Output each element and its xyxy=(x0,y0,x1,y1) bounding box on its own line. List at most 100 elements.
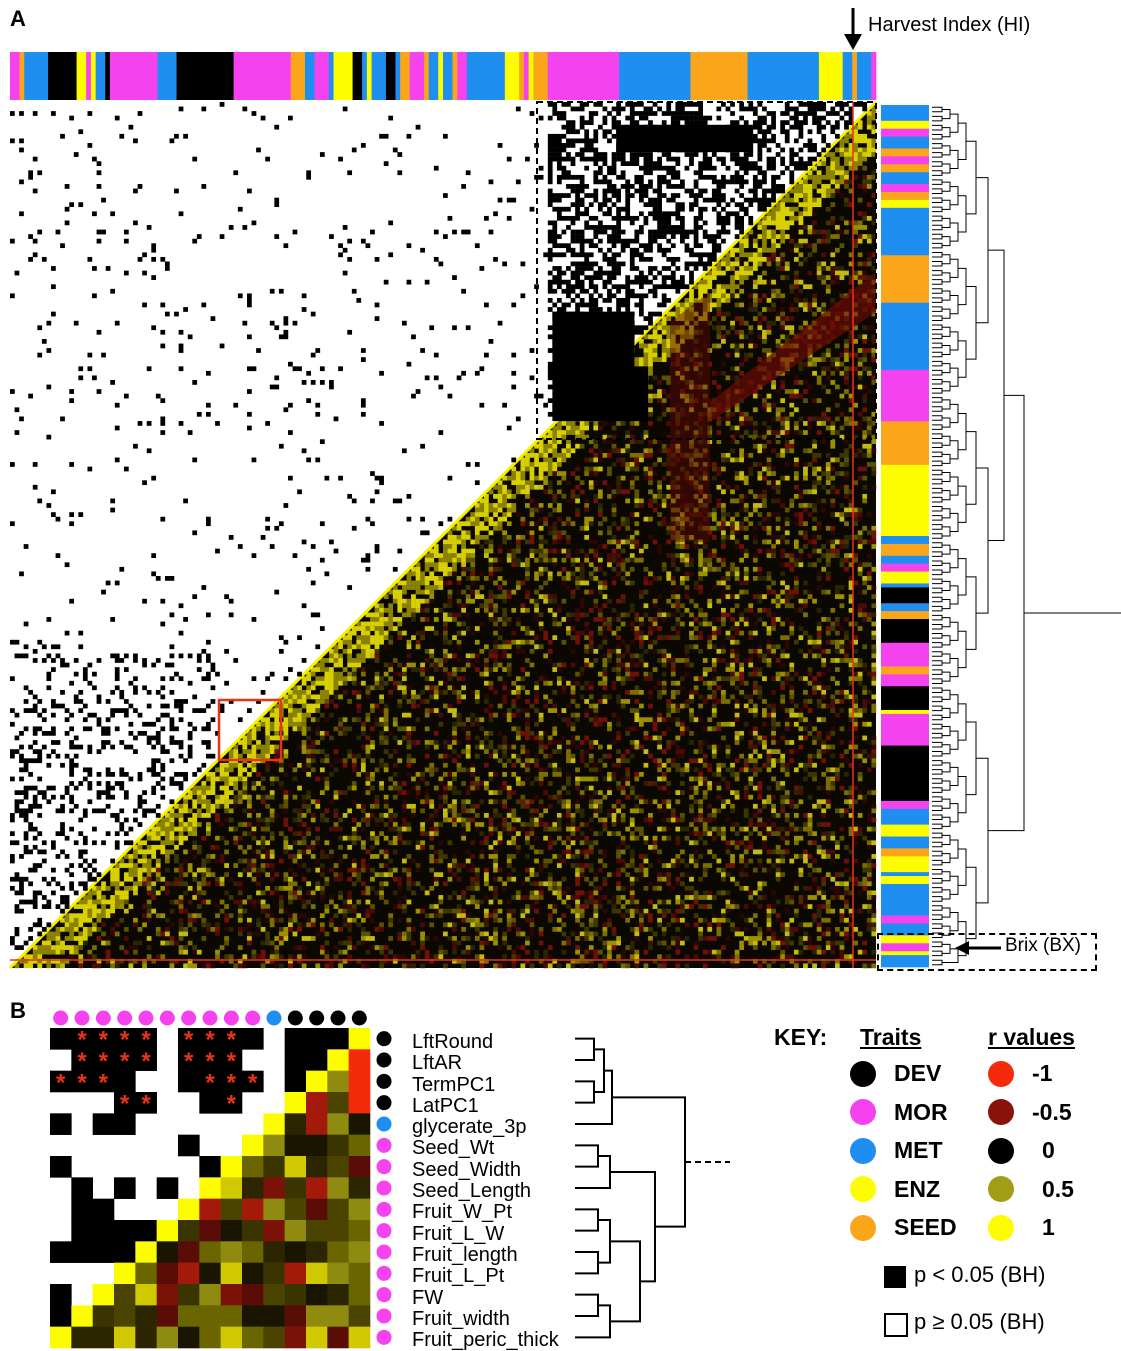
top-bar-segment xyxy=(328,52,334,100)
matrix-cell xyxy=(327,1326,349,1349)
matrix-cell xyxy=(50,1113,72,1135)
matrix-cell xyxy=(306,1156,328,1178)
matrix-cell xyxy=(178,1134,200,1157)
matrix-cell xyxy=(327,1241,349,1263)
matrix-cell xyxy=(242,1156,264,1178)
matrix-cell xyxy=(284,1220,307,1242)
top-bar-segment xyxy=(547,52,620,100)
matrix-cell xyxy=(199,1156,221,1178)
side-bar-segment xyxy=(881,207,929,256)
top-bar-segment xyxy=(385,52,396,100)
column-dot xyxy=(74,1010,90,1026)
top-bar-segment xyxy=(233,52,292,100)
matrix-cell xyxy=(348,1284,371,1306)
matrix-cell xyxy=(284,1326,307,1349)
matrix-cell xyxy=(220,1284,243,1306)
matrix-cell xyxy=(178,1028,200,1050)
side-bar-segment xyxy=(881,255,929,304)
matrix-cell xyxy=(242,1028,264,1050)
side-bar-segment xyxy=(881,848,929,857)
trait-label: LftAR xyxy=(412,1052,463,1075)
matrix-cell xyxy=(50,1326,72,1349)
matrix-cell xyxy=(156,1220,179,1242)
matrix-cell xyxy=(92,1113,115,1135)
matrix-cell xyxy=(220,1305,243,1327)
significance-star: * xyxy=(77,1027,87,1054)
matrix-cell xyxy=(156,1241,179,1263)
matrix-cell xyxy=(135,1092,157,1114)
key-r-row: 0 xyxy=(988,1137,1055,1164)
matrix-cell xyxy=(306,1049,328,1071)
matrix-cell xyxy=(199,1305,221,1327)
matrix-cell xyxy=(327,1092,349,1114)
side-bar-segment xyxy=(881,191,929,201)
matrix-cell xyxy=(284,1134,307,1157)
key-trait-label: SEED xyxy=(894,1214,957,1240)
matrix-cell xyxy=(156,1284,179,1306)
brix-label: Brix (BX) xyxy=(1005,935,1081,956)
matrix-cell xyxy=(114,1326,136,1349)
matrix-cell xyxy=(242,1198,264,1221)
harvest-index-label: Harvest Index (HI) xyxy=(868,14,1031,36)
key-trait-label: DEV xyxy=(894,1060,942,1086)
matrix-cell xyxy=(135,1326,157,1349)
significance-star: * xyxy=(99,1069,109,1096)
significance-star: * xyxy=(120,1091,130,1118)
matrix-cell xyxy=(71,1198,93,1221)
matrix-cell xyxy=(327,1113,349,1135)
column-dot xyxy=(309,1010,325,1026)
trait-label: Fruit_peric_thick xyxy=(412,1329,559,1351)
panel-a-label: A xyxy=(10,6,26,31)
matrix-cell xyxy=(348,1326,371,1349)
side-bar-segment xyxy=(881,951,929,956)
top-bar-segment xyxy=(352,52,363,100)
significance-star: * xyxy=(56,1069,66,1096)
matrix-cell xyxy=(306,1220,328,1242)
key-r-label: 0 xyxy=(1042,1137,1055,1163)
matrix-cell xyxy=(306,1134,328,1157)
column-dot xyxy=(223,1010,239,1026)
matrix-cell xyxy=(92,1326,115,1349)
top-bar-segment xyxy=(457,52,468,100)
sig-filled-swatch xyxy=(884,1266,906,1288)
matrix-cell xyxy=(92,1049,115,1071)
matrix-cell xyxy=(348,1305,371,1327)
matrix-cell xyxy=(114,1177,136,1199)
matrix-cell xyxy=(50,1070,72,1093)
matrix-cell xyxy=(199,1070,221,1093)
top-bar-segment xyxy=(314,52,330,100)
side-bar-segment xyxy=(881,808,929,825)
top-bar-segment xyxy=(176,52,234,100)
matrix-cell xyxy=(327,1177,349,1199)
top-bar-segment xyxy=(443,52,453,100)
matrix-cell xyxy=(220,1198,243,1221)
key-trait-row: SEED xyxy=(850,1214,957,1241)
top-bar-segment xyxy=(533,52,548,100)
matrix-cell xyxy=(327,1220,349,1242)
matrix-cell xyxy=(71,1241,93,1263)
side-bar-segment xyxy=(881,583,929,588)
matrix-cell xyxy=(92,1284,115,1306)
matrix-cell xyxy=(348,1113,371,1135)
matrix-cell xyxy=(220,1070,243,1093)
row-dot xyxy=(376,1244,392,1260)
side-bar-segment xyxy=(881,536,929,545)
top-bar-segment xyxy=(452,52,458,100)
matrix-cell xyxy=(242,1220,264,1242)
matrix-cell xyxy=(220,1092,243,1114)
row-dot xyxy=(376,1116,392,1132)
matrix-cell xyxy=(50,1284,72,1306)
significance-star: * xyxy=(120,1027,130,1054)
dendrogram-a xyxy=(932,106,1121,966)
matrix-cell xyxy=(327,1049,349,1071)
matrix-cell xyxy=(306,1092,328,1114)
key-trait-row: MOR xyxy=(850,1099,948,1126)
matrix-cell xyxy=(348,1220,371,1242)
highlight-box-dashed xyxy=(536,101,877,440)
key-trait-dot xyxy=(850,1176,876,1202)
matrix-cell xyxy=(263,1177,285,1199)
matrix-cell xyxy=(284,1049,307,1071)
row-dot xyxy=(376,1265,392,1281)
row-dot xyxy=(376,1095,392,1111)
matrix-cell xyxy=(199,1028,221,1050)
